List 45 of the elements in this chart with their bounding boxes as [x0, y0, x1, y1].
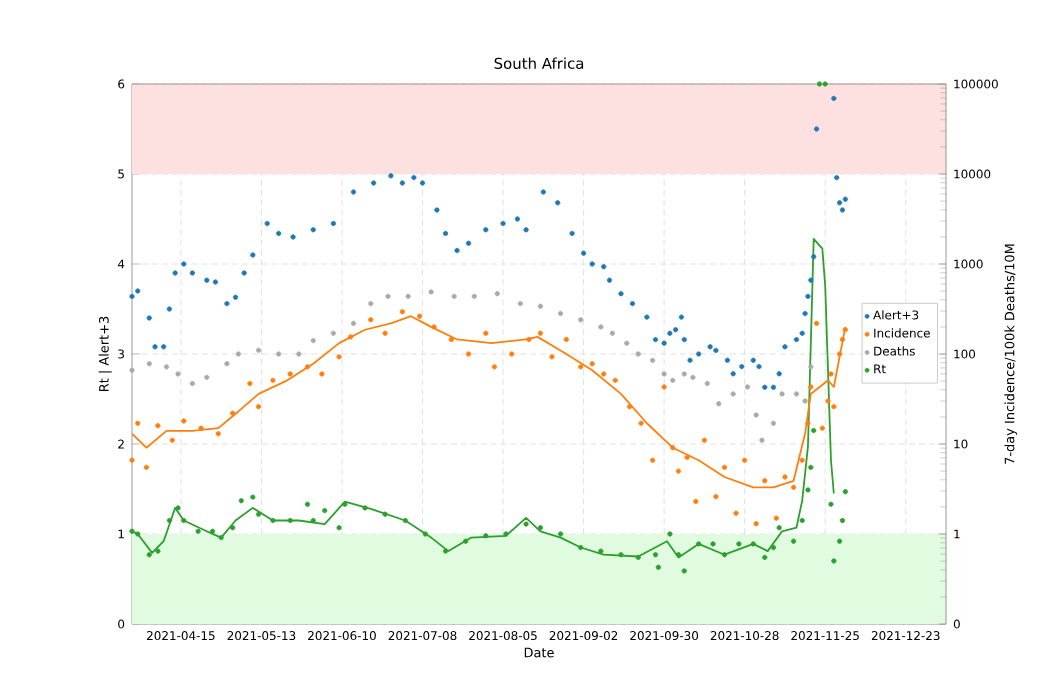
point: [310, 337, 316, 344]
point: [770, 420, 777, 426]
point: [494, 291, 500, 297]
point: [517, 301, 523, 307]
point: [129, 367, 135, 373]
point: [759, 437, 765, 443]
point: [802, 398, 808, 404]
point: [405, 293, 411, 299]
point: [624, 340, 630, 346]
point: [670, 377, 676, 383]
point: [330, 330, 336, 336]
point: [650, 357, 656, 363]
point: [255, 347, 262, 353]
point: [744, 384, 751, 390]
point: [635, 351, 641, 357]
point: [681, 371, 687, 377]
point: [163, 364, 170, 370]
point: [350, 320, 357, 326]
point: [730, 391, 736, 397]
point: [690, 374, 696, 380]
point: [175, 371, 181, 377]
point: [557, 310, 564, 317]
point: [716, 401, 722, 407]
point: [609, 330, 615, 336]
point: [428, 289, 434, 295]
point: [276, 351, 282, 357]
point: [793, 391, 800, 397]
point: [368, 301, 374, 307]
point: [661, 371, 667, 377]
point: [779, 391, 785, 397]
point: [598, 324, 604, 330]
point: [704, 380, 710, 387]
point: [753, 412, 759, 418]
point: [808, 364, 814, 370]
point: [385, 293, 391, 299]
point: [296, 351, 302, 357]
point: [451, 293, 457, 299]
point: [204, 374, 210, 380]
point: [578, 317, 584, 323]
point: [471, 293, 477, 299]
point: [235, 351, 242, 357]
point: [224, 361, 230, 367]
point: [189, 380, 195, 387]
point: [537, 303, 544, 309]
point: [146, 361, 152, 367]
